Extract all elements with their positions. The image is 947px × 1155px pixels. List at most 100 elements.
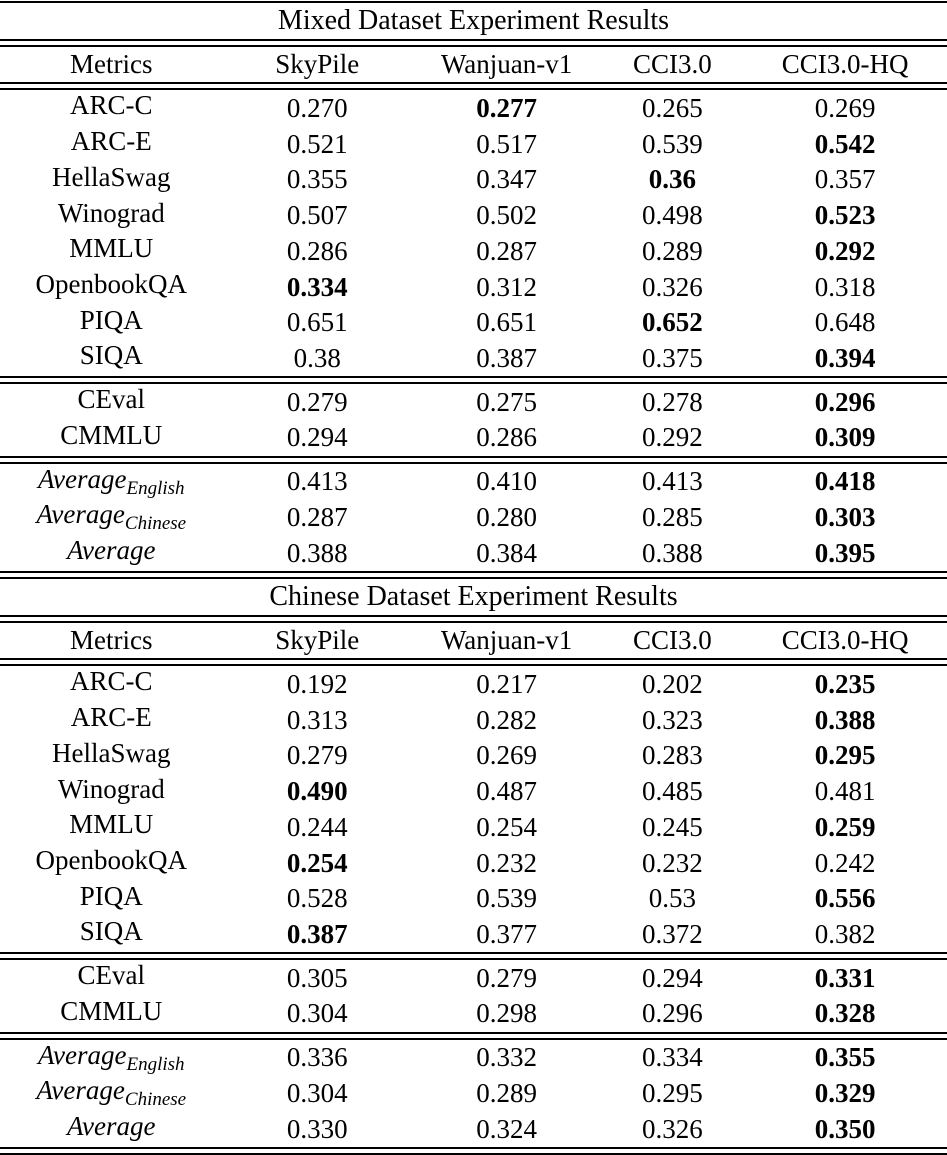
metric-label: OpenbookQA (35, 269, 187, 299)
value-cell: 0.388 (641, 537, 703, 568)
value-cell: 0.278 (641, 386, 703, 417)
double-rule (0, 614, 947, 623)
value-cell: 0.279 (286, 386, 348, 417)
value-cell: 0.295 (641, 1077, 703, 1108)
value-cell: 0.270 (286, 92, 348, 123)
metric-subscript: Chinese (124, 513, 187, 535)
value-cell: 0.355 (286, 164, 348, 195)
value-cell: 0.539 (476, 883, 537, 914)
metric-label: Average (67, 535, 156, 566)
section-rule (0, 1031, 947, 1040)
value-cell: 0.289 (476, 1077, 537, 1108)
value-cell: 0.279 (476, 962, 537, 993)
metric-label: Average (67, 1111, 156, 1142)
metric-label: OpenbookQA (35, 845, 187, 876)
value-cell: 0.556 (814, 883, 876, 914)
value-cell: 0.502 (476, 200, 537, 231)
table-row: ARC-C 0.270 0.277 0.265 0.269 (0, 90, 947, 126)
metric-cell: MMLU (0, 811, 223, 843)
table-row: AverageChinese 0.304 0.289 0.295 0.329 (0, 1076, 947, 1112)
value-cell: 0.387 (286, 918, 348, 949)
value-cell: 0.287 (286, 501, 348, 532)
value-cell: 0.326 (641, 271, 703, 302)
value-cell: 0.651 (476, 307, 537, 338)
table-row: ARC-E 0.313 0.282 0.323 0.388 (0, 702, 947, 738)
metric-label: MMLU (69, 233, 154, 264)
column-header: Wanjuan-v1 (440, 49, 573, 80)
value-cell: 0.334 (286, 271, 348, 302)
metric-label: CMMLU (60, 419, 163, 450)
value-cell: 0.394 (814, 342, 876, 373)
value-cell: 0.498 (641, 200, 703, 231)
value-cell: 0.388 (814, 704, 876, 735)
table-header-row-mixed: Metrics SkyPile Wanjuan-v1 CCI3.0 CCI3.0-HQ (0, 47, 947, 83)
metric-cell: Average (0, 1113, 223, 1145)
metric-cell: ARC-C (0, 92, 223, 124)
table-row: PIQA 0.528 0.539 0.53 0.556 (0, 881, 947, 917)
value-cell: 0.244 (286, 811, 348, 842)
value-cell: 0.202 (641, 668, 703, 699)
table-row: AverageChinese 0.287 0.280 0.285 0.303 (0, 500, 947, 536)
value-cell: 0.410 (476, 466, 537, 497)
metric-cell: ARC-E (0, 128, 223, 160)
section-rule (0, 455, 947, 464)
value-cell: 0.265 (641, 92, 703, 123)
table-bottom-rule (0, 1147, 947, 1155)
value-cell: 0.282 (476, 704, 537, 735)
value-cell: 0.539 (641, 128, 703, 159)
table-row: CMMLU 0.294 0.286 0.292 0.309 (0, 420, 947, 456)
value-cell: 0.254 (286, 847, 348, 878)
value-cell: 0.277 (476, 92, 537, 123)
column-header: CCI3.0-HQ (781, 625, 909, 656)
double-rule (0, 38, 947, 47)
table-row: CEval 0.279 0.275 0.278 0.296 (0, 384, 947, 420)
column-header: SkyPile (275, 625, 360, 656)
value-cell: 0.542 (814, 128, 876, 159)
table-row: ARC-E 0.521 0.517 0.539 0.542 (0, 126, 947, 162)
value-cell: 0.287 (476, 235, 537, 266)
value-cell: 0.296 (641, 998, 703, 1029)
metric-cell: ARC-C (0, 668, 223, 700)
table-row: HellaSwag 0.279 0.269 0.283 0.295 (0, 738, 947, 774)
table-row: ARC-C 0.192 0.217 0.202 0.235 (0, 666, 947, 702)
table-row: SIQA 0.38 0.387 0.375 0.394 (0, 341, 947, 377)
value-cell: 0.323 (641, 704, 703, 735)
metric-cell: MMLU (0, 235, 223, 267)
metric-subscript: English (126, 477, 185, 499)
value-cell: 0.245 (641, 811, 703, 842)
value-cell: 0.242 (814, 847, 876, 878)
value-cell: 0.235 (814, 668, 876, 699)
value-cell: 0.330 (286, 1113, 348, 1144)
metric-label: HellaSwag (52, 737, 171, 768)
value-cell: 0.309 (814, 422, 876, 453)
metric-label: PIQA (79, 304, 143, 335)
table-row: MMLU 0.286 0.287 0.289 0.292 (0, 233, 947, 269)
table-row: HellaSwag 0.355 0.347 0.36 0.357 (0, 162, 947, 198)
value-cell: 0.192 (286, 668, 348, 699)
column-header: SkyPile (275, 49, 360, 80)
value-cell: 0.286 (476, 422, 537, 453)
value-cell: 0.485 (641, 776, 703, 807)
value-cell: 0.294 (641, 962, 703, 993)
metric-cell: OpenbookQA (0, 847, 223, 879)
value-cell: 0.312 (476, 271, 537, 302)
value-cell: 0.652 (641, 307, 703, 338)
metric-cell: Winograd (0, 775, 223, 808)
metric-label: CEval (77, 384, 146, 415)
value-cell: 0.283 (641, 740, 703, 771)
value-cell: 0.487 (476, 776, 537, 807)
metric-label: Average (38, 463, 127, 494)
value-cell: 0.517 (476, 128, 537, 159)
table-title: Mixed Dataset Experiment Results (277, 4, 670, 36)
value-cell: 0.279 (286, 740, 348, 771)
metric-label: Average (36, 499, 125, 530)
table-top-rule (0, 1, 947, 3)
value-cell: 0.413 (641, 466, 703, 497)
table-title-row-chinese: Chinese Dataset Experiment Results (0, 579, 947, 615)
metric-cell: Winograd (0, 199, 223, 232)
value-cell: 0.507 (286, 200, 348, 231)
value-cell: 0.217 (476, 668, 537, 699)
value-cell: 0.521 (286, 128, 348, 159)
metric-cell: AverageEnglish (0, 463, 223, 499)
